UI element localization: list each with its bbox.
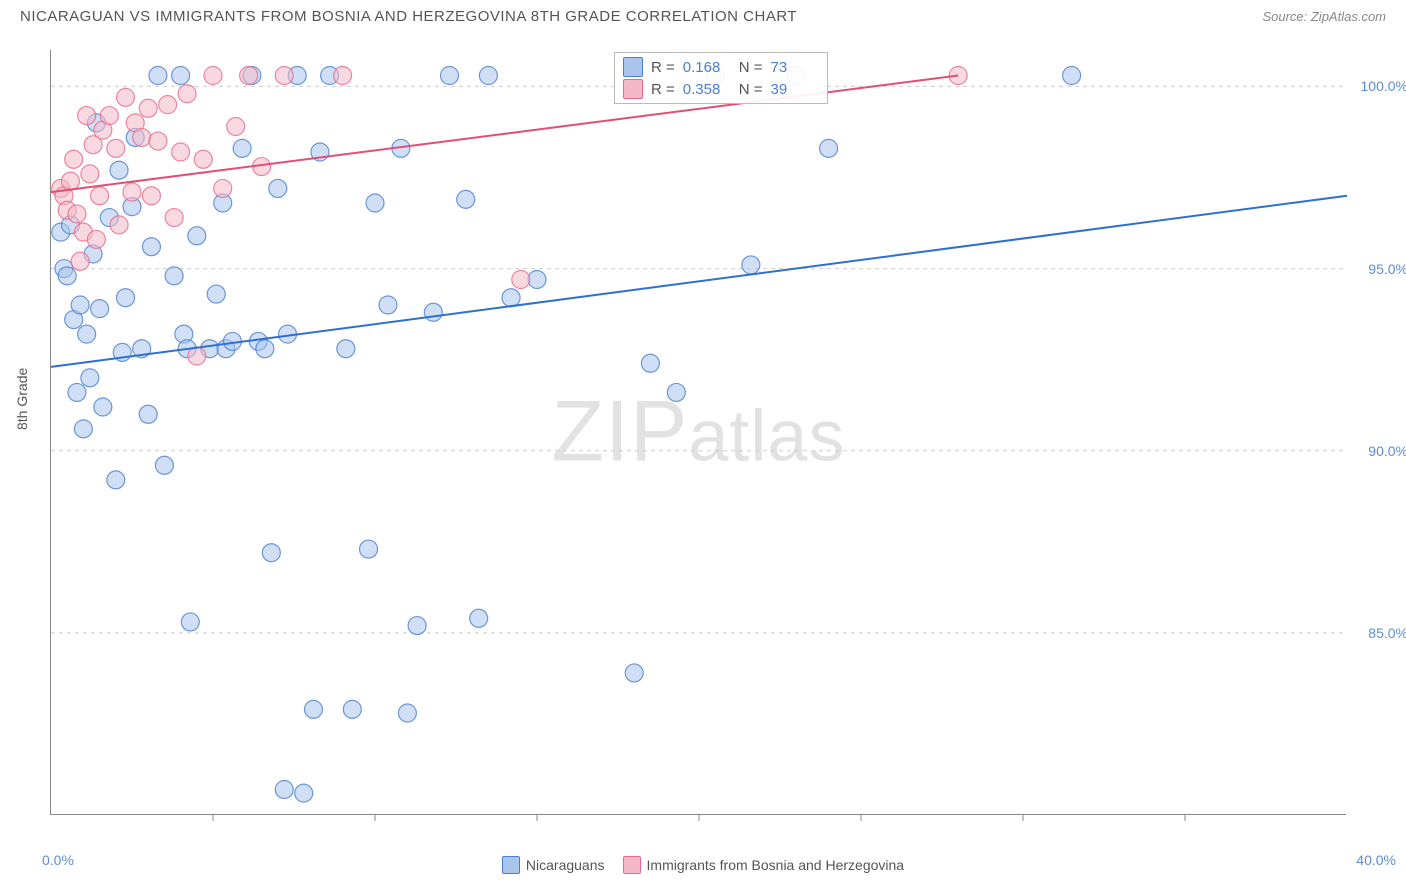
y-tick-label: 100.0%	[1361, 78, 1406, 94]
stats-swatch-2	[623, 79, 643, 99]
stats-r-label-2: R =	[651, 81, 675, 98]
legend-item-1: Nicaraguans	[502, 856, 605, 874]
legend-swatch-1	[502, 856, 520, 874]
scatter-plot-svg	[51, 50, 1347, 815]
stats-n-value-1: 73	[771, 59, 819, 76]
legend-item-2: Immigrants from Bosnia and Herzegovina	[623, 856, 905, 874]
stats-r-value-2: 0.358	[683, 81, 731, 98]
chart-source: Source: ZipAtlas.com	[1262, 9, 1386, 24]
y-tick-label: 85.0%	[1368, 625, 1406, 641]
y-axis-title: 8th Grade	[14, 368, 30, 430]
chart-title: NICARAGUAN VS IMMIGRANTS FROM BOSNIA AND…	[20, 8, 797, 25]
legend-label-2: Immigrants from Bosnia and Herzegovina	[647, 857, 905, 873]
chart-legend: Nicaraguans Immigrants from Bosnia and H…	[0, 856, 1406, 874]
y-tick-label: 95.0%	[1368, 261, 1406, 277]
stats-row-series2: R = 0.358 N = 39	[623, 78, 819, 100]
stats-r-value-1: 0.168	[683, 59, 731, 76]
stats-r-label-1: R =	[651, 59, 675, 76]
correlation-stats-box: R = 0.168 N = 73 R = 0.358 N = 39	[614, 52, 828, 104]
chart-header: NICARAGUAN VS IMMIGRANTS FROM BOSNIA AND…	[0, 0, 1406, 29]
stats-n-label-1: N =	[739, 59, 763, 76]
stats-n-value-2: 39	[771, 81, 819, 98]
legend-label-1: Nicaraguans	[526, 857, 605, 873]
stats-row-series1: R = 0.168 N = 73	[623, 56, 819, 78]
stats-swatch-1	[623, 57, 643, 77]
stats-n-label-2: N =	[739, 81, 763, 98]
chart-plot-area: ZIPatlas 85.0%90.0%95.0%100.0%	[50, 50, 1346, 815]
y-tick-label: 90.0%	[1368, 443, 1406, 459]
legend-swatch-2	[623, 856, 641, 874]
